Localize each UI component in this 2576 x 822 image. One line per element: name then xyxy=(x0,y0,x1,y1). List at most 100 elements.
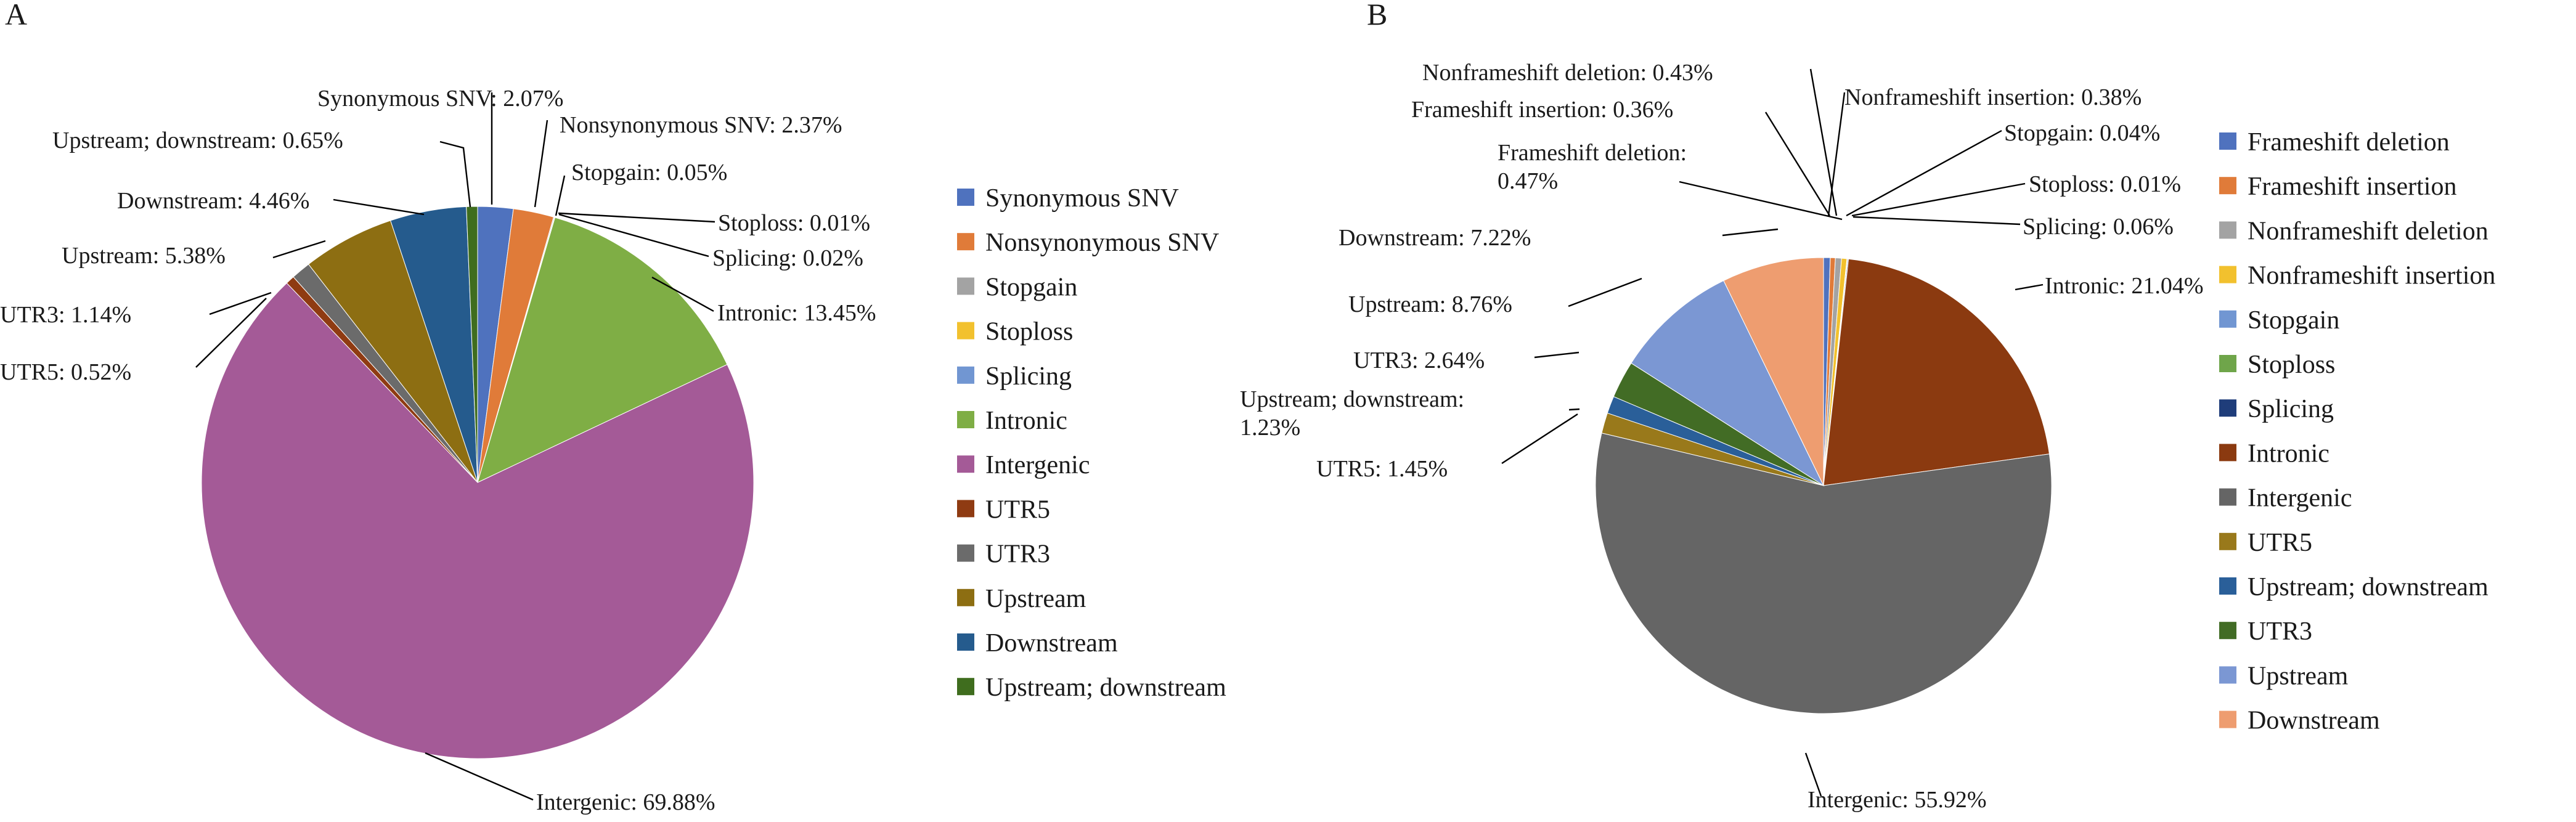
panel-b-leader-nonframeshift-insertion xyxy=(1827,92,1846,216)
panel-b-label-upstream-downstream: Upstream; downstream: 1.23% xyxy=(1240,386,1464,441)
panel-a-legend-label-splicing: Splicing xyxy=(985,362,1072,391)
panel-a-legend-label-stopgain: Stopgain xyxy=(985,273,1077,301)
panel-b-slice-downstream xyxy=(1723,257,1824,486)
panel-b-legend-label-frameshift-deletion: Frameshift deletion xyxy=(2248,128,2450,157)
panel-b-leader-downstream xyxy=(1722,228,1779,237)
panel-a-label-intronic: Intronic: 13.45% xyxy=(717,300,876,326)
panel-b-label-nonframeshift-insertion: Nonframeshift insertion: 0.38% xyxy=(1844,84,2142,110)
panel-b-legend-label-upstream-downstream: Upstream; downstream xyxy=(2248,573,2488,601)
panel-a-slice-upstream xyxy=(308,220,478,483)
panel-a-leader-upstream xyxy=(272,240,326,259)
panel-b-label-intronic: Intronic: 21.04% xyxy=(2045,273,2204,299)
panel-a-legend-swatch-splicing xyxy=(957,366,974,384)
panel-b-legend-swatch-stopgain xyxy=(2219,310,2236,328)
panel-a-legend-swatch-stoploss xyxy=(957,322,974,340)
panel-b-letter: B xyxy=(1367,0,1387,31)
panel-a-label-splicing: Splicing: 0.02% xyxy=(712,245,863,271)
panel-b-label-splicing: Splicing: 0.06% xyxy=(2023,214,2174,240)
panel-b-legend-swatch-frameshift-deletion xyxy=(2219,132,2236,150)
panel-b-chart: B Frameshift deletion: 0.47% Frameshift ins… xyxy=(1240,0,2495,813)
panel-b-legend-swatch-utr3 xyxy=(2219,622,2236,640)
panel-b-label-frameshift-deletion: Frameshift deletion: 0.47% xyxy=(1498,140,1687,194)
panel-a-label-upstream-downstream: Upstream; downstream: 0.65% xyxy=(52,128,343,153)
panel-b-leader-utr3 xyxy=(1534,351,1579,359)
panel-b-slice-upstream xyxy=(1631,280,1825,487)
panel-a-legend-label-utr3: UTR3 xyxy=(985,540,1050,569)
panel-b-label-stopgain: Stopgain: 0.04% xyxy=(2004,120,2160,146)
panel-b-label-utr5: UTR5: 1.45% xyxy=(1316,456,1448,482)
panel-a-label-utr3: UTR3: 1.14% xyxy=(0,302,131,328)
panel-b-legend-label-utr5: UTR5 xyxy=(2248,529,2312,557)
panel-b-legend: Frameshift deletion Frameshift insertion N… xyxy=(2219,128,2495,735)
panel-b-label-upstream: Upstream: 8.76% xyxy=(1348,291,1512,317)
panel-a-label-intergenic: Intergenic: 69.88% xyxy=(536,789,715,815)
panel-b-label-intergenic: Intergenic: 55.92% xyxy=(1808,787,1987,813)
panel-a-leader-nonsynonymous-snv xyxy=(534,120,548,208)
panel-b-legend-swatch-upstream xyxy=(2219,666,2236,684)
panel-a-leader-utr3 xyxy=(209,291,272,315)
panel-b-legend-label-stopgain: Stopgain xyxy=(2248,306,2339,335)
panel-a-legend-label-intronic: Intronic xyxy=(985,407,1067,435)
panel-a-legend-swatch-synonymous-snv xyxy=(957,189,974,206)
panel-b-legend-label-nonframeshift-insertion: Nonframeshift insertion xyxy=(2248,262,2495,290)
panel-b-leader-stoploss xyxy=(1851,182,2026,217)
panel-a-legend-label-synonymous-snv: Synonymous SNV xyxy=(985,184,1179,213)
panel-a-legend-swatch-intergenic xyxy=(957,455,974,473)
panel-b-legend-swatch-intronic xyxy=(2219,444,2236,462)
panel-b-label-frameshift-insertion: Frameshift insertion: 0.36% xyxy=(1411,97,1673,123)
panel-a-legend-label-utr5: UTR5 xyxy=(985,495,1050,524)
panel-b-label-utr3: UTR3: 2.64% xyxy=(1353,348,1485,373)
panel-b-label-stoploss: Stoploss: 0.01% xyxy=(2029,171,2181,197)
panel-a-legend-label-upstream-downstream: Upstream; downstream xyxy=(985,673,1226,702)
panel-a-legend-label-downstream: Downstream xyxy=(985,629,1118,657)
panel-a-legend-label-upstream: Upstream xyxy=(985,585,1086,613)
panel-a-legend-swatch-intronic xyxy=(957,411,974,428)
panel-b-legend-swatch-intergenic xyxy=(2219,488,2236,506)
panel-a-leader-splicing xyxy=(558,213,709,258)
panel-b-legend-label-upstream: Upstream xyxy=(2248,662,2349,690)
panel-a-leader-upstream-downstream xyxy=(439,140,471,208)
panel-b-leader-splicing xyxy=(1853,216,2021,226)
panel-a-leader-stoploss xyxy=(558,212,715,223)
panel-a-label-synonymous-snv: Synonymous SNV: 2.07% xyxy=(317,86,563,112)
panel-a-label-utr5: UTR5: 0.52% xyxy=(0,359,131,385)
panel-a-legend-swatch-utr5 xyxy=(957,500,974,518)
panel-b-leader-utr5 xyxy=(1501,413,1578,465)
panel-a-label-stoploss: Stoploss: 0.01% xyxy=(718,210,870,236)
panel-a-legend-label-intergenic: Intergenic xyxy=(985,451,1090,479)
panel-a-legend-label-stoploss: Stoploss xyxy=(985,318,1073,346)
panel-a-legend-swatch-utr3 xyxy=(957,544,974,562)
panel-a-legend-swatch-downstream xyxy=(957,633,974,651)
panel-a-label-stopgain: Stopgain: 0.05% xyxy=(571,160,727,185)
panel-a-leader-utr5 xyxy=(195,298,267,368)
panel-a-legend-swatch-nonsynonymous-snv xyxy=(957,233,974,251)
panel-b-leader-intronic xyxy=(2015,283,2044,291)
panel-b-legend-label-stoploss: Stoploss xyxy=(2248,351,2335,379)
panel-b-legend-label-downstream: Downstream xyxy=(2248,707,2380,735)
panel-b-legend-label-nonframeshift-deletion: Nonframeshift deletion xyxy=(2248,217,2488,245)
panel-b-leader-upstream-downstream xyxy=(1568,408,1580,411)
panel-a-label-downstream: Downstream: 4.46% xyxy=(117,188,309,214)
panel-a-legend-label-nonsynonymous-snv: Nonsynonymous SNV xyxy=(985,229,1219,257)
panel-b-legend-swatch-upstream-downstream xyxy=(2219,577,2236,595)
panel-a-legend-swatch-stopgain xyxy=(957,277,974,295)
panel-a-leader-stopgain xyxy=(555,175,566,216)
panel-b-label-downstream: Downstream: 7.22% xyxy=(1339,225,1531,251)
panel-b-legend-swatch-splicing xyxy=(2219,399,2236,417)
panel-a-legend-swatch-upstream-downstream xyxy=(957,678,974,696)
panel-b-legend-swatch-frameshift-insertion xyxy=(2219,177,2236,195)
panel-b-slice-intronic xyxy=(1823,258,2050,486)
panel-b-legend-label-intergenic: Intergenic xyxy=(2248,484,2352,513)
panel-b-legend-swatch-nonframeshift-deletion xyxy=(2219,221,2236,239)
panel-a-label-upstream: Upstream: 5.38% xyxy=(62,243,226,269)
panel-b-leader-intergenic xyxy=(1804,752,1822,797)
panel-a-leader-downstream xyxy=(333,198,425,216)
panel-b-leader-upstream xyxy=(1568,277,1642,307)
panel-b-leader-nonframeshift-deletion xyxy=(1809,68,1838,216)
panel-b-legend-swatch-utr5 xyxy=(2219,532,2236,550)
panel-a-letter: A xyxy=(5,0,27,31)
panel-a-slice-upstream-downstream xyxy=(466,206,478,483)
panel-b-leader-stopgain xyxy=(1846,129,2002,217)
panel-a-label-nonsynonymous-snv: Nonsynonymous SNV: 2.37% xyxy=(560,112,842,138)
panel-a-leader-intergenic xyxy=(425,752,534,801)
